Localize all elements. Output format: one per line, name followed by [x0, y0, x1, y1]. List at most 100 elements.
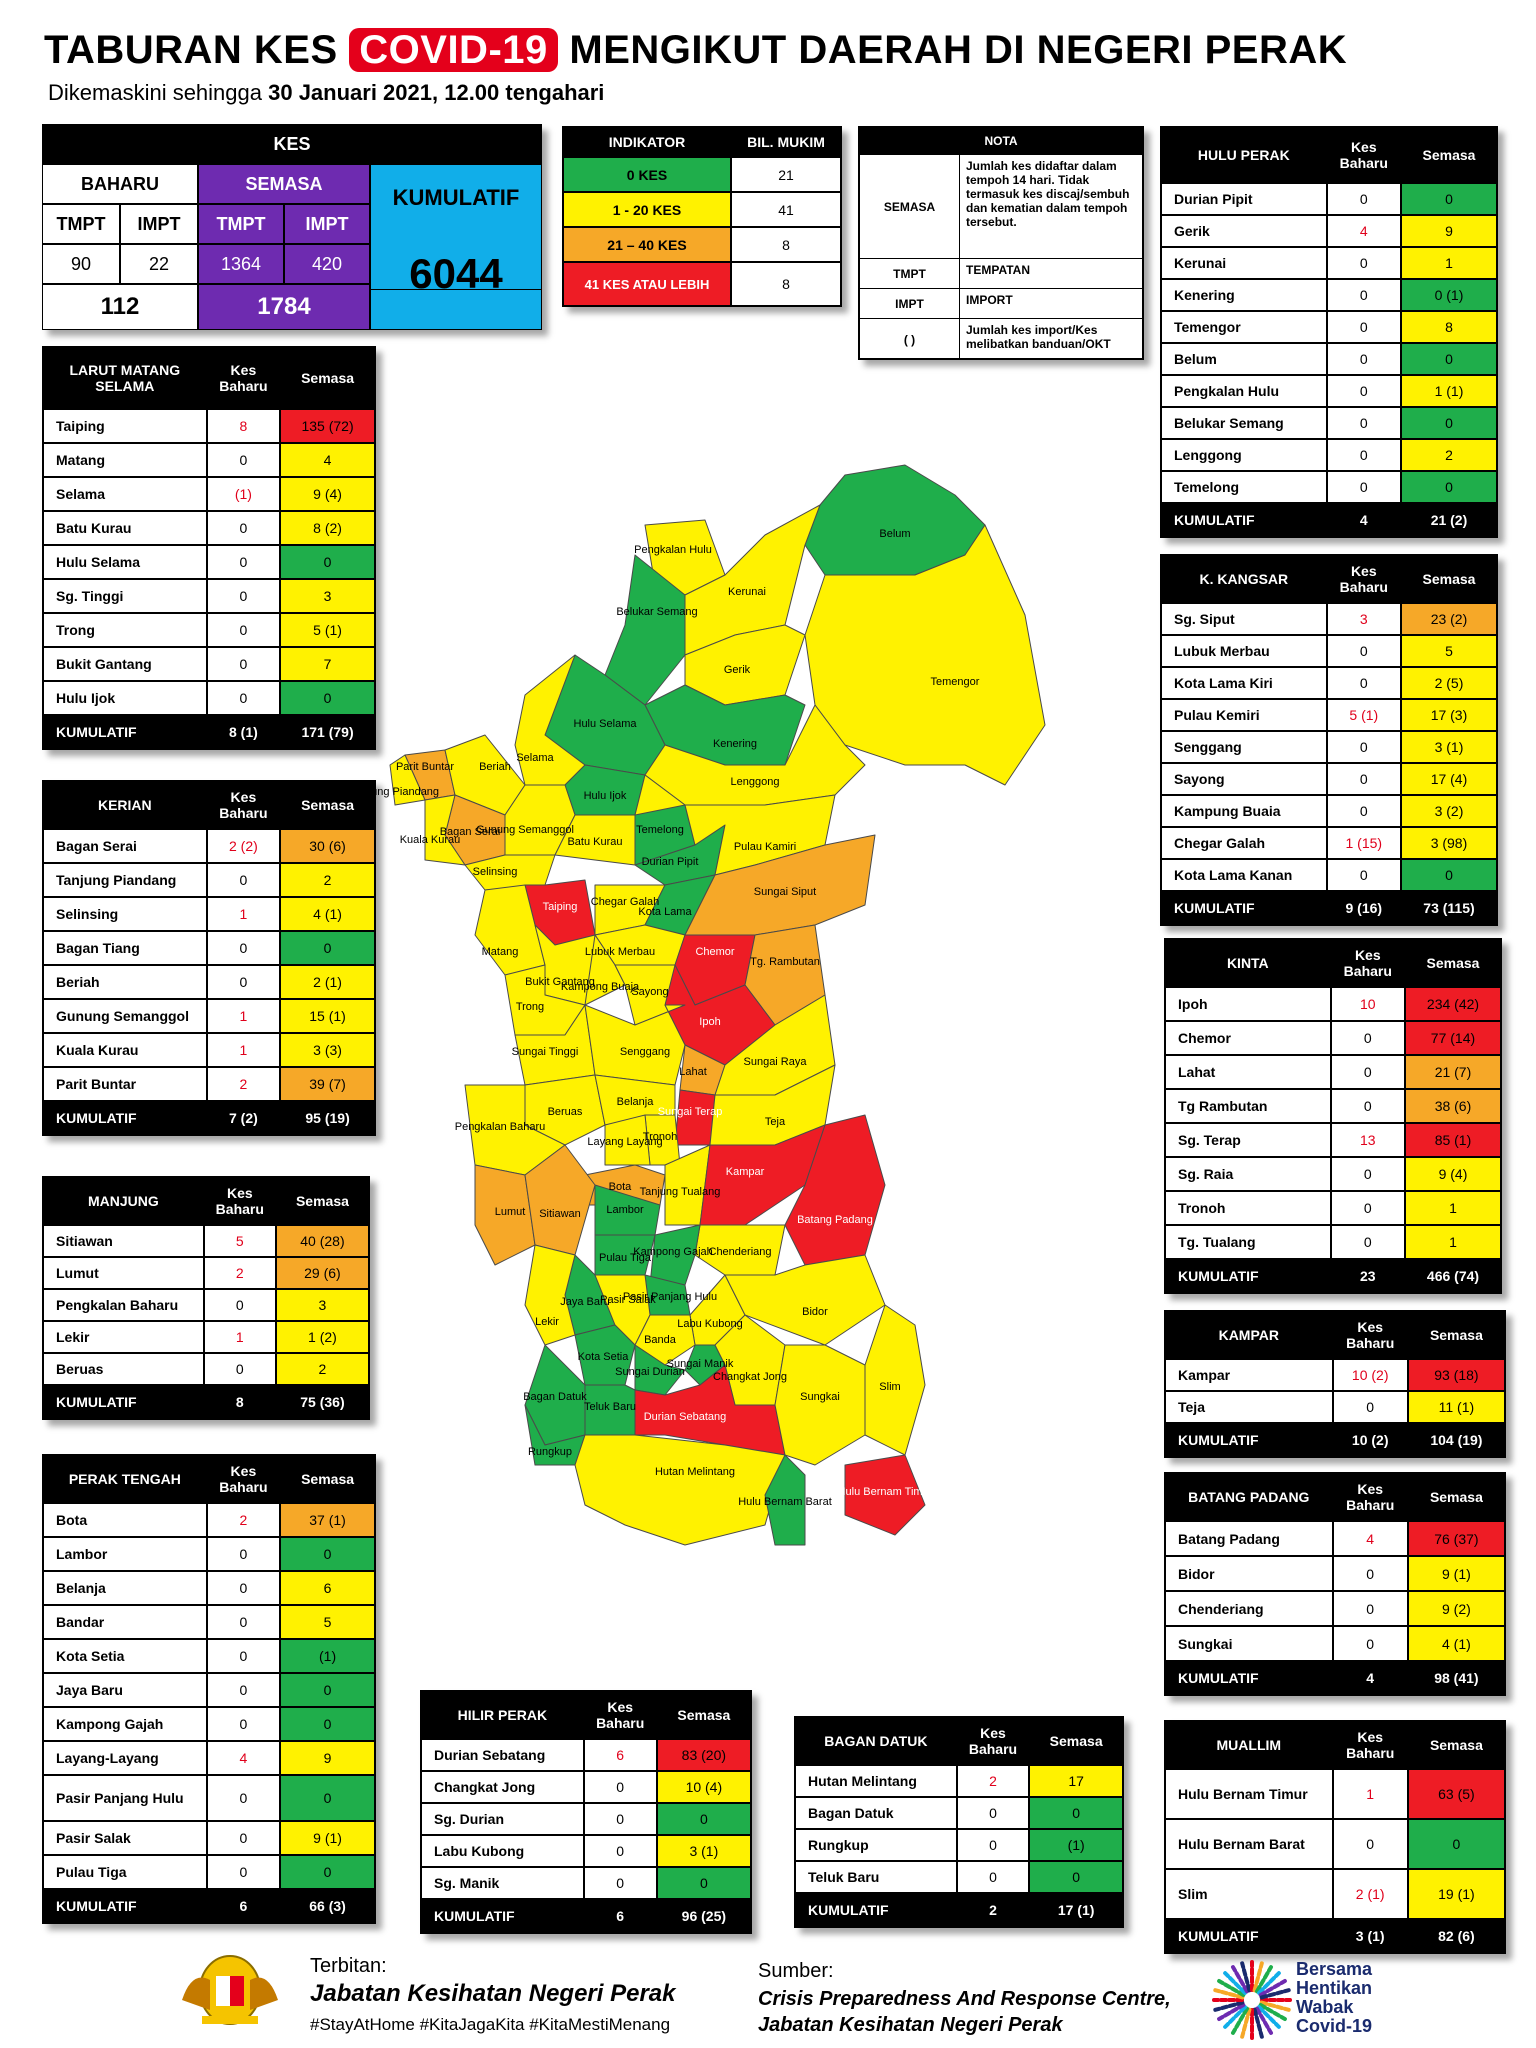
- mukim-name: Chenderiang: [1164, 1590, 1334, 1627]
- table-row: Temengor 0 8: [1160, 310, 1499, 344]
- district-title: LARUT MATANG SELAMA: [42, 346, 208, 410]
- total-row: KUMULATIF 8 75 (36): [42, 1384, 371, 1420]
- mukim-name: Trong: [42, 612, 208, 648]
- map-label-kota-setia: Kota Setia: [578, 1351, 630, 1363]
- semasa-value: 10 (4): [655, 1770, 753, 1804]
- table-row: Hulu Ijok 0 0: [42, 680, 376, 716]
- table-row: Lahat 0 21 (7): [1164, 1054, 1503, 1090]
- mukim-name: Bandar: [42, 1604, 208, 1640]
- table-row: Belum 0 0: [1160, 342, 1499, 376]
- semasa-value: 17: [1028, 1764, 1124, 1798]
- table-row: Sg. Tinggi 0 3: [42, 578, 376, 614]
- kes-baharu-value: 0: [1325, 182, 1402, 216]
- semasa-value: 1: [1399, 246, 1499, 280]
- table-row: Bagan Datuk 0 0: [794, 1796, 1124, 1830]
- district-title: K. KANGSAR: [1160, 554, 1328, 604]
- mukim-name: Selinsing: [42, 896, 208, 932]
- title-part: TABURAN KES: [44, 28, 350, 72]
- mukim-name: Batang Padang: [1164, 1520, 1334, 1557]
- table-row: Batang Padang 4 76 (37): [1164, 1520, 1507, 1557]
- campaign-line: Bersama: [1296, 1959, 1373, 1979]
- kes-baharu-value: 0: [1325, 634, 1402, 668]
- semasa-value: 0: [279, 930, 376, 966]
- semasa-header: Semasa: [1406, 1310, 1507, 1360]
- semasa-header: Semasa: [1406, 1720, 1507, 1770]
- semasa-value: 4: [279, 442, 376, 478]
- indikator-table: INDIKATOR BIL. MUKIM 0 KES 21 1 - 20 KES 41…: [562, 126, 842, 307]
- map-label-slim: Slim: [879, 1381, 900, 1393]
- map-label-pasir-salak: Pasir Salak: [600, 1294, 656, 1306]
- total-semasa: 82 (6): [1406, 1918, 1507, 1954]
- map-label-batu-kurau: Batu Kurau: [567, 836, 622, 848]
- map-label-belanja: Belanja: [617, 1096, 655, 1108]
- table-row: Bidor 0 9 (1): [1164, 1555, 1507, 1592]
- map-label-sungai-tinggi: Sungai Tinggi: [512, 1046, 579, 1058]
- semasa-value: 0: [1399, 858, 1499, 892]
- mukim-name: Pengkalan Hulu: [1160, 374, 1328, 408]
- table-row: Beriah 0 2 (1): [42, 964, 376, 1000]
- mukim-name: Rungkup: [794, 1828, 958, 1862]
- table-row: Teja 0 11 (1): [1164, 1390, 1507, 1424]
- table-row: Kota Lama Kiri 0 2 (5): [1160, 666, 1499, 700]
- table-row: Pengkalan Baharu 0 3: [42, 1288, 371, 1322]
- kes-baharu-value: 1: [205, 998, 282, 1034]
- semasa-value: 3 (2): [1399, 794, 1499, 828]
- total-row: KUMULATIF 8 (1) 171 (79): [42, 714, 376, 750]
- kes-baharu-value: 0: [202, 1288, 277, 1322]
- kes-baharu-value: 0: [582, 1834, 658, 1868]
- kes-baharu-value: 0: [1325, 438, 1402, 472]
- semasa-value: 0: [1399, 342, 1499, 376]
- kes-baharu-value: 0: [205, 646, 282, 682]
- map-label-durian-sebatang: Durian Sebatang: [644, 1411, 727, 1423]
- kes-baharu-value: 2: [205, 1066, 282, 1102]
- mukim-name: Taiping: [42, 408, 208, 444]
- kumulatif-fill: [370, 290, 542, 330]
- mukim-name: Sg. Siput: [1160, 602, 1328, 636]
- district-table-bagan-datuk: BAGAN DATUK Kes Baharu Semasa Hutan Melinta…: [794, 1716, 1124, 1928]
- map-label-jaya-baru: Jaya Baru: [560, 1296, 610, 1308]
- page-title: TABURAN KES COVID-19 MENGIKUT DAERAH DI …: [44, 28, 1347, 73]
- semasa-value: 1: [1403, 1224, 1503, 1260]
- semasa-value: 38 (6): [1403, 1088, 1503, 1124]
- title-part: MENGIKUT DAERAH DI NEGERI PERAK: [557, 28, 1348, 72]
- update-subtitle: Dikemaskini sehingga 30 Januari 2021, 12…: [48, 80, 604, 106]
- table-header-row: HULU PERAK Kes Baharu Semasa: [1160, 126, 1499, 184]
- mukim-name: Lekir: [42, 1320, 205, 1354]
- mukim-name: Jaya Baru: [42, 1672, 208, 1708]
- mukim-name: Lambor: [42, 1536, 208, 1572]
- semasa-value: 8: [1399, 310, 1499, 344]
- district-table-hilir-perak: HILIR PERAK Kes Baharu Semasa Durian Sebata…: [420, 1690, 753, 1934]
- burst-ray: [1255, 1965, 1273, 1994]
- table-row: Rungkup 0 (1): [794, 1828, 1124, 1862]
- legend-2-count: 8: [730, 226, 842, 263]
- mukim-name: Hulu Selama: [42, 544, 208, 580]
- kes-baharu-value: 8: [205, 408, 282, 444]
- map-label-changkat-jong: Changkat Jong: [713, 1371, 787, 1383]
- table-row: Tanjung Piandang 0 2: [42, 862, 376, 898]
- map-label-ipoh: Ipoh: [699, 1016, 720, 1028]
- total-label: KUMULATIF: [42, 1100, 208, 1136]
- publisher-name: Jabatan Kesihatan Negeri Perak: [310, 1980, 676, 2007]
- semasa-value: 9 (4): [1403, 1156, 1503, 1192]
- kes-baharu-value: 1: [202, 1320, 277, 1354]
- table-row: Sg. Durian 0 0: [420, 1802, 753, 1836]
- total-semasa: 98 (41): [1406, 1660, 1507, 1696]
- mukim-name: Lubuk Merbau: [1160, 634, 1328, 668]
- burst-ray: [1255, 2006, 1273, 2035]
- baharu-impt-value: 22: [120, 244, 198, 284]
- mukim-name: Senggang: [1160, 730, 1328, 764]
- map-label-pulau-tiga: Pulau Tiga: [599, 1252, 652, 1264]
- mukim-name: Bukit Gantang: [42, 646, 208, 682]
- map-label-bota: Bota: [609, 1181, 633, 1193]
- kes-baharu-value: 0: [1325, 406, 1402, 440]
- table-row: Selinsing 1 4 (1): [42, 896, 376, 932]
- burst-ray: [1257, 2005, 1281, 2029]
- map-label-pasir-panjang: Pasir Panjang Hulu: [623, 1291, 717, 1303]
- total-kes-baharu: 6: [582, 1898, 658, 1934]
- semasa-value: 3 (1): [655, 1834, 753, 1868]
- kes-baharu-value: 0: [205, 578, 282, 614]
- kes-baharu-value: 0: [205, 1820, 282, 1856]
- semasa-value: 19 (1): [1406, 1868, 1507, 1920]
- semasa-value: 0: [279, 1536, 376, 1572]
- burst-ray: [1259, 2000, 1291, 2012]
